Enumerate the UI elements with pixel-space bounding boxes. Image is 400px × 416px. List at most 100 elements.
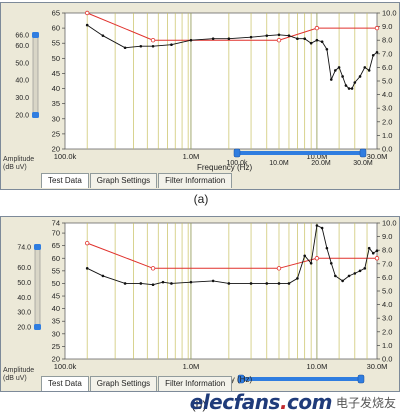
measurement-point <box>315 224 319 227</box>
measurement-point <box>189 280 193 284</box>
measurement-point <box>334 69 337 72</box>
measurement-point <box>265 34 269 37</box>
y-tick-label: 30 <box>52 114 60 123</box>
measurement-point <box>287 282 291 285</box>
limit-point <box>374 256 380 261</box>
measurement-point <box>211 37 215 40</box>
y2-tick-label: 5.0 <box>382 287 392 296</box>
measurement-point <box>320 226 324 230</box>
measurement-point <box>371 54 375 57</box>
y-tick-label: 60 <box>52 254 60 263</box>
x-tick-label: 10.0M <box>306 362 327 371</box>
chart-a: 20 25 30 35 40 45 50 55 60 65 0.0 1.0 2.0 3.0 4.0 5.0 6.… <box>15 9 396 168</box>
y2-tick-label: 7.0 <box>382 49 392 58</box>
limit-point <box>276 266 282 271</box>
tab-strip: Test Data Graph Settings Filter Informat… <box>41 173 233 189</box>
measurement-point <box>341 279 344 283</box>
measurement-point <box>151 44 155 48</box>
amplitude-label: Amplitude (dB uV) <box>3 367 35 382</box>
y2-tick-label: 4.0 <box>382 90 392 99</box>
plot-area <box>64 12 378 150</box>
y2-tick-label: 4.0 <box>382 300 392 309</box>
tab-filter-information[interactable]: Filter Information <box>158 173 233 188</box>
caption-a: (a) <box>193 192 209 206</box>
y2-tick-label: 7.0 <box>382 259 392 268</box>
measurement-point <box>139 282 143 285</box>
limit-point <box>314 256 320 261</box>
measurement-point <box>101 34 105 37</box>
tab-test-data[interactable]: Test Data <box>41 376 89 391</box>
amplitude-slider-label: 20.0 <box>15 113 29 120</box>
amplitude-slider-label: 50.0 <box>17 280 31 287</box>
frequency-slider-track <box>237 151 363 155</box>
y-tick-label: 35 <box>52 317 60 326</box>
measurement-point <box>341 75 344 78</box>
y-tick-label: 70 <box>52 229 60 238</box>
y2-tick-label: 10.0 <box>382 219 397 228</box>
tab-test-data[interactable]: Test Data <box>41 173 89 188</box>
amplitude-slider-label: 30.0 <box>15 95 29 102</box>
amplitude-slider-label: 40.0 <box>15 78 29 85</box>
measurement-point <box>189 38 193 42</box>
amplitude-slider-handle-bottom <box>34 324 41 330</box>
measurement-point <box>170 43 173 47</box>
frequency-slider-handle-right <box>357 374 365 384</box>
frequency-slider-label: 10.0M <box>269 160 289 167</box>
amplitude-slider-label: 60.0 <box>17 265 31 272</box>
watermark-cn: 电子发烧友 <box>335 396 396 410</box>
frequency-slider-handle-right <box>359 148 367 158</box>
x-tick-label: 30.0M <box>367 152 388 161</box>
watermark-logo: elecfans.com 电子发烧友 <box>190 390 396 414</box>
amplitude-slider-label: 30.0 <box>17 310 31 317</box>
measurement-point <box>334 274 337 278</box>
measurement-point <box>303 37 306 40</box>
tab-graph-settings[interactable]: Graph Settings <box>89 376 158 391</box>
measurement-point <box>367 69 371 72</box>
tab-graph-settings[interactable]: Graph Settings <box>89 173 158 188</box>
measurement-point <box>329 261 333 265</box>
measurement-point <box>320 40 324 44</box>
y-tick-label: 74 <box>52 219 60 228</box>
measurement-point <box>296 37 299 40</box>
x-tick-label: 100.0k <box>54 152 77 161</box>
x-tick-label: 100.0k <box>54 362 77 371</box>
measurement-point <box>227 282 231 285</box>
measurement-point <box>347 274 351 278</box>
y2-tick-label: 1.0 <box>382 131 392 140</box>
measurement-point <box>350 87 354 90</box>
measurement-point <box>277 33 281 37</box>
y2-tick-label: 9.0 <box>382 22 392 31</box>
frequency-label: Frequency (Hz) <box>197 163 253 172</box>
plot-area <box>64 222 378 360</box>
amplitude-slider-track <box>32 34 39 116</box>
measurement-point <box>329 78 333 81</box>
y-tick-label: 20 <box>52 355 60 364</box>
measurement-point <box>353 272 357 275</box>
measurement-point <box>325 47 329 51</box>
y-tick-label: 30 <box>52 329 60 338</box>
x-tick-label: 10.0M <box>306 152 327 161</box>
measurement-point <box>309 261 313 265</box>
measurement-point <box>337 66 341 69</box>
measurement-point <box>367 246 371 250</box>
measurement-point <box>85 267 89 270</box>
measurement-point <box>296 277 299 280</box>
amplitude-slider-handle-top <box>34 244 41 250</box>
limit-point <box>374 25 380 31</box>
measurement-point <box>358 75 362 78</box>
measurement-point <box>227 37 231 40</box>
tab-filter-information[interactable]: Filter Information <box>158 376 233 391</box>
amplitude-slider-label: 60.0 <box>15 43 29 50</box>
tab-strip: Test Data Graph Settings Filter Informat… <box>41 376 233 392</box>
measurement-point <box>347 87 351 90</box>
y2-tick-label: 3.0 <box>382 314 392 323</box>
measurement-point <box>85 23 89 27</box>
measurement-point <box>161 280 165 284</box>
amplitude-slider-label: 50.0 <box>15 60 29 67</box>
measurement-point <box>123 46 127 50</box>
y-tick-label: 65 <box>52 9 60 18</box>
y2-tick-label: 0.0 <box>382 355 392 364</box>
y-tick-label: 55 <box>52 39 60 48</box>
y-tick-label: 60 <box>52 24 60 33</box>
